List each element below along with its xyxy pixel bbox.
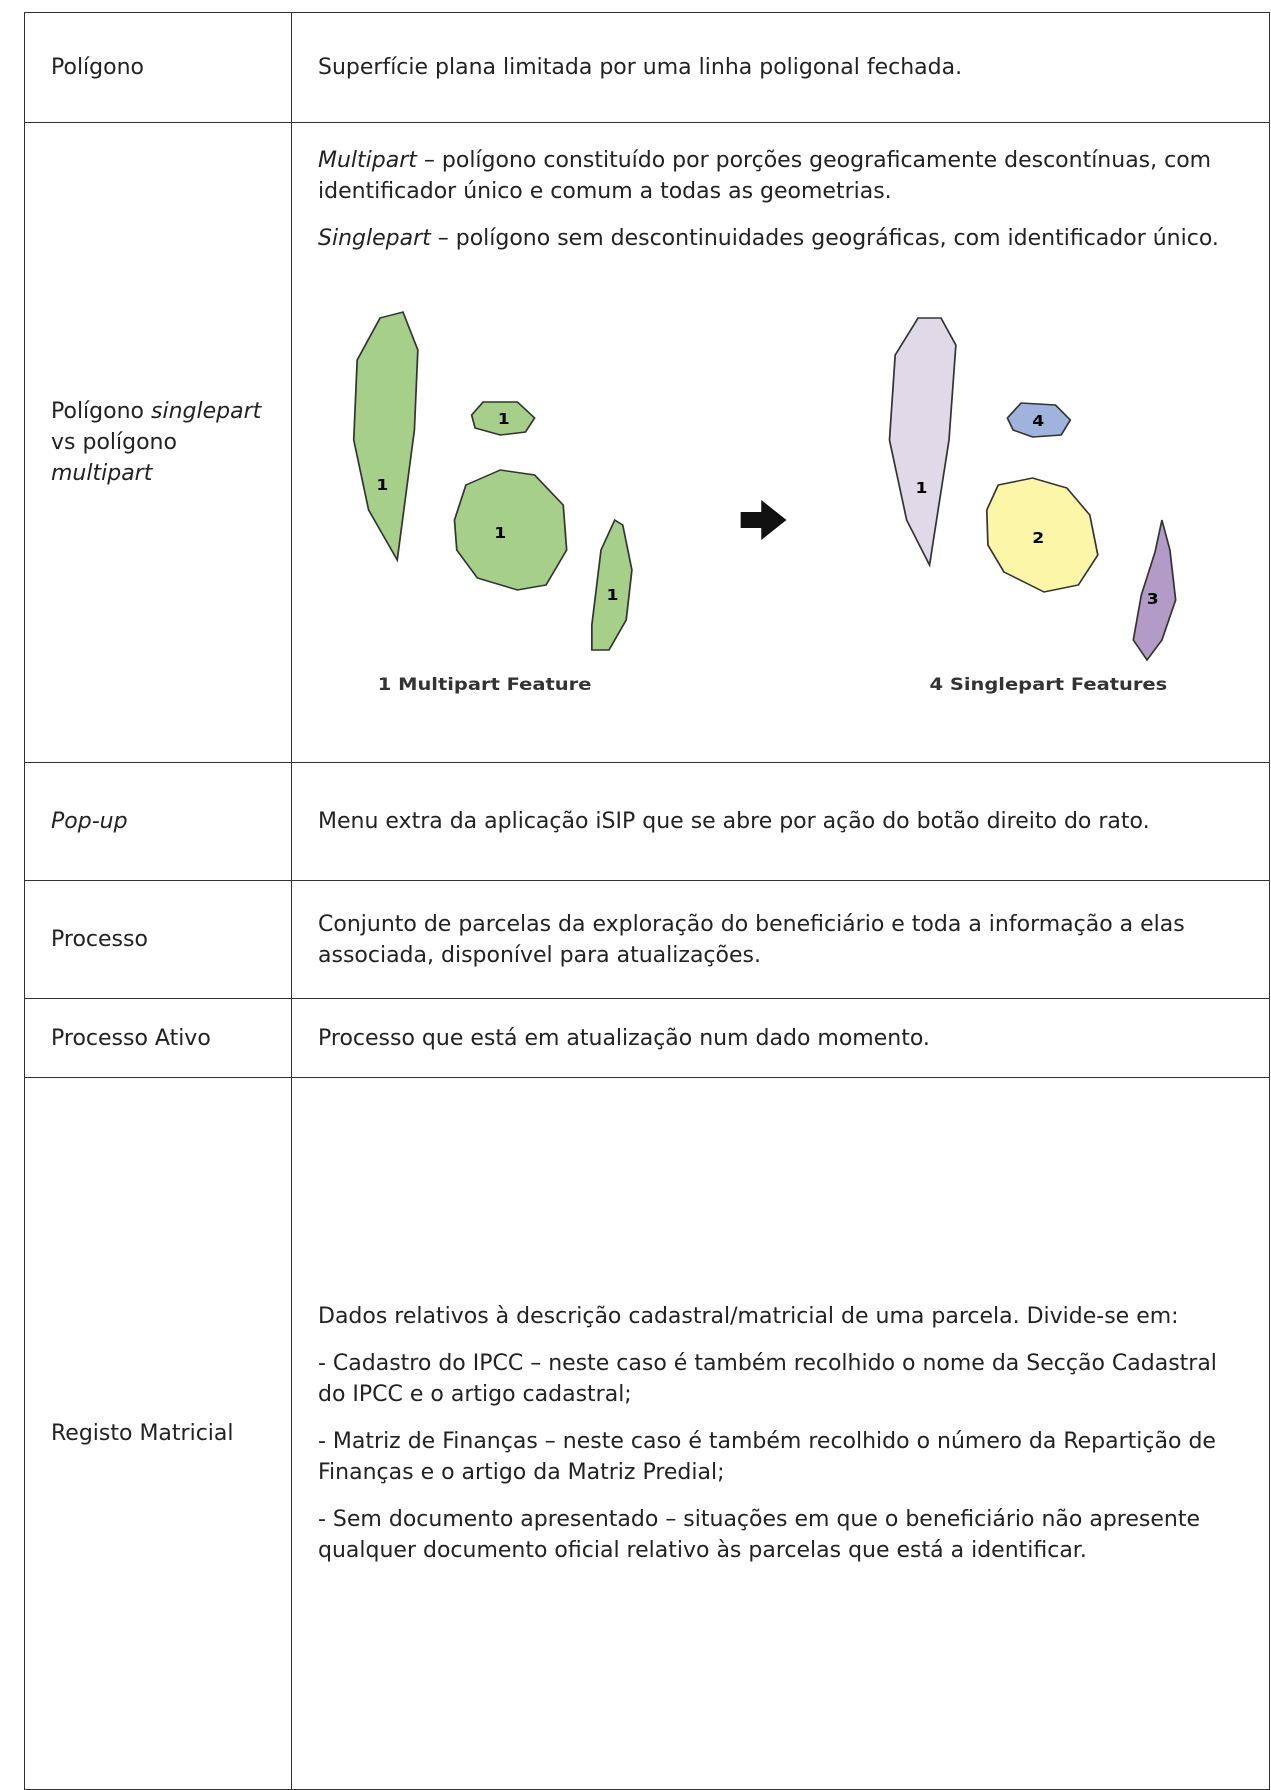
polygon-label: 1 [916,479,928,497]
term-text: Pop-up [51,809,128,834]
term-cell: Pop-up [24,762,292,881]
definition-cell: Menu extra da aplicação iSIP que se abre… [291,762,1270,881]
definition-text: – polígono sem descontinuidades geográfi… [430,226,1219,251]
term: Registo Matricial [51,1418,265,1449]
paragraph: - Cadastro do IPCC – neste caso é também… [318,1348,1243,1410]
definition-text: Conjunto de parcelas da exploração do be… [318,911,1185,968]
polygon-label: 1 [376,476,388,494]
figure: 1 1 1 1 1 4 2 3 1 Multipart Feature 4 Si… [352,311,1177,695]
term-text: Polígono [51,55,144,80]
polygon [453,469,568,591]
term: Polígono singlepart vs polígono multipar… [51,396,265,489]
polygon [1006,402,1072,438]
shapes [352,311,1177,662]
polygon [352,311,419,563]
term-cell: Processo Ativo [24,998,292,1078]
term-cell: Polígono [24,12,292,123]
term-text: singlepart [151,399,262,424]
term-text: multipart [51,461,153,486]
definition-text: - Matriz de Finanças – neste caso é tamb… [318,1429,1216,1485]
polygon-label: 1 [498,410,510,428]
term-text: Processo [51,927,148,952]
definition-cell: Superfície plana limitada por uma linha … [291,12,1270,123]
paragraph: Superfície plana limitada por uma linha … [318,52,1243,83]
term-cell: Registo Matricial [24,1077,292,1790]
definition-text: - Cadastro do IPCC – neste caso é também… [318,1351,1217,1407]
definition-text: Singlepart [318,226,431,251]
definition-text: Processo que está em atualização num dad… [318,1025,930,1051]
polygon [985,477,1099,593]
paragraph: Dados relativos à descrição cadastral/ma… [318,1301,1243,1332]
definition-cell: Processo que está em atualização num dad… [291,998,1270,1078]
term-text: Registo Matricial [51,1421,234,1446]
definition-cell: Dados relativos à descrição cadastral/ma… [291,1077,1270,1790]
polygon-label: 1 [494,524,506,542]
term: Pop-up [51,806,265,837]
polygon-label: 4 [1032,412,1044,430]
definition-text: Multipart [318,148,417,173]
labels: 1 1 1 1 1 4 2 3 [376,410,1158,608]
polygon [1132,519,1177,662]
caption: 1 Multipart Feature [378,675,592,695]
paragraph: Processo que está em atualização num dad… [318,1023,1243,1054]
paragraph: Menu extra da aplicação iSIP que se abre… [318,806,1243,837]
definition-text: – polígono constituído por porções geogr… [318,148,1212,204]
term: Processo [51,924,265,955]
paragraph: Conjunto de parcelas da exploração do be… [318,909,1243,971]
paragraph: Multipart – polígono constituído por por… [318,145,1243,207]
definition-text: Menu extra da aplicação iSIP que se abre… [318,809,1150,834]
polygon [470,401,536,436]
polygon-label: 3 [1147,590,1159,608]
definition-text: Superfície plana limitada por uma linha … [318,55,963,80]
term-text: Processo Ativo [51,1025,211,1051]
polygon-label: 1 [606,586,618,604]
polygon [888,317,957,568]
caption: 4 Singlepart Features [930,675,1168,695]
paragraph: - Matriz de Finanças – neste caso é tamb… [318,1426,1243,1488]
term: Processo Ativo [51,1023,265,1054]
definition-text: Dados relativos à descrição cadastral/ma… [318,1304,1179,1329]
paragraph: Singlepart – polígono sem descontinuidad… [318,223,1243,254]
definition-text: - Sem documento apresentado – situações … [318,1507,1200,1563]
polygon-label: 2 [1032,529,1044,547]
term-cell: Polígono singlepart vs polígono multipar… [24,122,292,763]
term: Polígono [51,52,265,83]
polygon [590,518,633,651]
term-cell: Processo [24,880,292,999]
definition-cell: Conjunto de parcelas da exploração do be… [291,880,1270,999]
term-text: Polígono [51,399,151,424]
term-text: vs polígono [51,430,177,455]
arrow [740,500,787,540]
paragraph: - Sem documento apresentado – situações … [318,1504,1243,1566]
